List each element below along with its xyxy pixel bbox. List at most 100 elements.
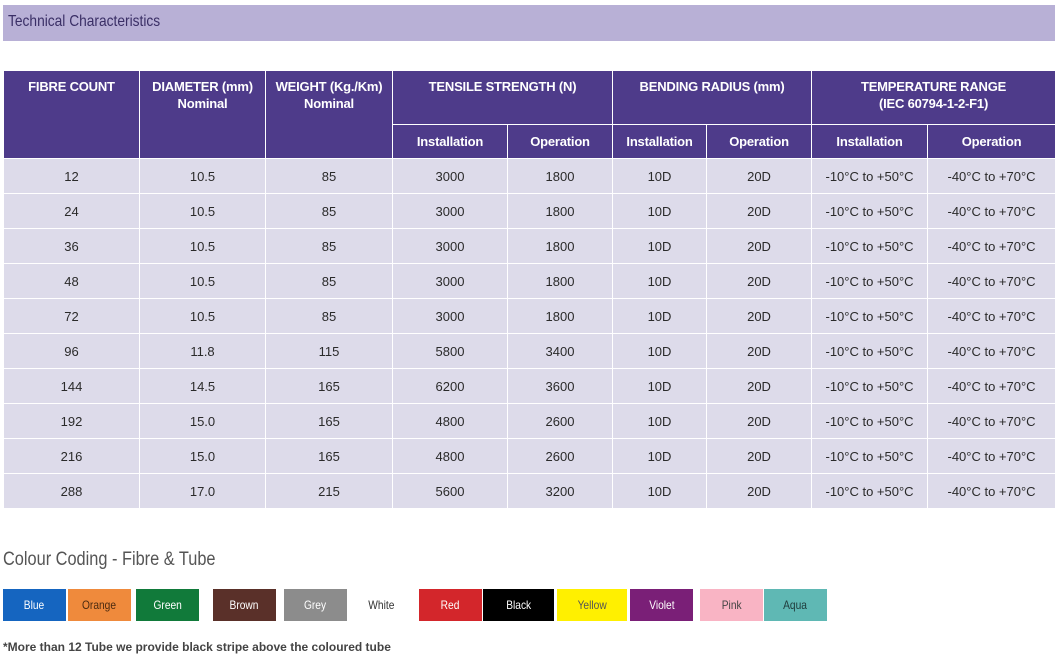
colour-swatch-pink: Pink bbox=[700, 589, 763, 621]
table-cell: 288 bbox=[3, 473, 140, 509]
table-cell: 17.0 bbox=[139, 473, 266, 509]
footnote: *More than 12 Tube we provide black stri… bbox=[3, 640, 391, 654]
header-fibre-count: FIBRE COUNT bbox=[3, 70, 140, 159]
table-cell: 14.5 bbox=[139, 368, 266, 404]
table-row: 24 10.5 85 3000 1800 10D 20D -10°C to +50°C -40°… bbox=[3, 193, 1057, 229]
table-cell: -40°C to +70°C bbox=[927, 263, 1057, 299]
table-cell: -10°C to +50°C bbox=[811, 403, 929, 439]
table-cell: 10D bbox=[612, 263, 708, 299]
table-cell: 20D bbox=[706, 228, 813, 264]
table-cell: 165 bbox=[265, 368, 393, 404]
table-cell: 1800 bbox=[506, 298, 614, 334]
table-cell: 5600 bbox=[392, 473, 508, 509]
table-cell: 24 bbox=[3, 193, 140, 229]
table-cell: -40°C to +70°C bbox=[927, 438, 1057, 474]
table-cell: 215 bbox=[265, 473, 393, 509]
table-cell: 10D bbox=[612, 193, 708, 229]
table-cell: 115 bbox=[265, 333, 393, 369]
table-cell: 216 bbox=[3, 438, 140, 474]
table-cell: 85 bbox=[265, 158, 393, 194]
table-cell: 2600 bbox=[506, 438, 614, 474]
table-cell: 5800 bbox=[392, 333, 508, 369]
table-cell: 10.5 bbox=[139, 263, 266, 299]
header-tensile-installation: Installation bbox=[392, 124, 508, 159]
table-cell: 10D bbox=[612, 298, 708, 334]
table-cell: -40°C to +70°C bbox=[927, 368, 1057, 404]
header-temperature-range: TEMPERATURE RANGE (IEC 60794-1-2-F1) bbox=[811, 70, 1057, 125]
table-cell: -40°C to +70°C bbox=[927, 298, 1057, 334]
table-cell: 20D bbox=[706, 333, 813, 369]
table-cell: 48 bbox=[3, 263, 140, 299]
header-bending-radius: BENDING RADIUS (mm) bbox=[612, 70, 813, 125]
table-cell: 20D bbox=[706, 403, 813, 439]
table-cell: 3200 bbox=[506, 473, 614, 509]
table-cell: 11.8 bbox=[139, 333, 266, 369]
header-bending-installation: Installation bbox=[612, 124, 708, 159]
colour-swatch-label: Violet bbox=[648, 598, 675, 612]
table-cell: 20D bbox=[706, 263, 813, 299]
header-diameter: DIAMETER (mm) Nominal bbox=[139, 70, 266, 159]
colour-swatch-brown: Brown bbox=[213, 589, 276, 621]
table-cell: 15.0 bbox=[139, 403, 266, 439]
colour-swatch-red: Red bbox=[419, 589, 482, 621]
section-header-bar: Technical Characteristics bbox=[3, 5, 1055, 41]
table-row: 144 14.5 165 6200 3600 10D 20D -10°C to +50°C -4… bbox=[3, 368, 1057, 404]
table-cell: -10°C to +50°C bbox=[811, 438, 929, 474]
colour-swatch-black: Black bbox=[483, 589, 554, 621]
table-cell: 20D bbox=[706, 368, 813, 404]
table-cell: 165 bbox=[265, 438, 393, 474]
table-cell: -10°C to +50°C bbox=[811, 263, 929, 299]
table-cell: 165 bbox=[265, 403, 393, 439]
table-row: 96 11.8 115 5800 3400 10D 20D -10°C to +50°C -40… bbox=[3, 333, 1057, 369]
colour-swatch-label: Blue bbox=[24, 598, 45, 612]
table-cell: -40°C to +70°C bbox=[927, 158, 1057, 194]
table-cell: 10D bbox=[612, 158, 708, 194]
table-cell: 85 bbox=[265, 228, 393, 264]
table-cell: 10D bbox=[612, 228, 708, 264]
table-row: 72 10.5 85 3000 1800 10D 20D -10°C to +50°C -40°… bbox=[3, 298, 1057, 334]
header-temperature-operation: Operation bbox=[927, 124, 1057, 159]
header-tensile-strength: TENSILE STRENGTH (N) bbox=[391, 70, 614, 125]
table-cell: 15.0 bbox=[139, 438, 266, 474]
table-row: 48 10.5 85 3000 1800 10D 20D -10°C to +50°C -40°… bbox=[3, 263, 1057, 299]
table-cell: 10.5 bbox=[139, 298, 266, 334]
table-cell: -40°C to +70°C bbox=[927, 403, 1057, 439]
table-cell: 4800 bbox=[392, 438, 508, 474]
table-cell: -10°C to +50°C bbox=[811, 368, 929, 404]
table-cell: 10.5 bbox=[139, 193, 266, 229]
table-row: 192 15.0 165 4800 2600 10D 20D -10°C to +50°C -4… bbox=[3, 403, 1057, 439]
table-cell: 2600 bbox=[506, 403, 614, 439]
table-row: 216 15.0 165 4800 2600 10D 20D -10°C to +50°C -4… bbox=[3, 438, 1057, 474]
table-cell: 10D bbox=[612, 333, 708, 369]
table-cell: 192 bbox=[3, 403, 140, 439]
colour-swatch-orange: Orange bbox=[68, 589, 131, 621]
table-cell: -10°C to +50°C bbox=[811, 193, 929, 229]
table-cell: 1800 bbox=[506, 228, 614, 264]
table-cell: 3000 bbox=[392, 263, 508, 299]
table-row: 36 10.5 85 3000 1800 10D 20D -10°C to +50°C -40°… bbox=[3, 228, 1057, 264]
table-cell: 72 bbox=[3, 298, 140, 334]
table-cell: 20D bbox=[706, 193, 813, 229]
table-cell: 6200 bbox=[392, 368, 508, 404]
colour-swatch-yellow: Yellow bbox=[557, 589, 627, 621]
table-cell: -10°C to +50°C bbox=[811, 298, 929, 334]
table-cell: 1800 bbox=[506, 263, 614, 299]
table-cell: 10D bbox=[612, 438, 708, 474]
header-bending-operation: Operation bbox=[706, 124, 813, 159]
table-cell: 20D bbox=[706, 158, 813, 194]
table-cell: 3000 bbox=[392, 193, 508, 229]
table-cell: 20D bbox=[706, 298, 813, 334]
table-cell: 3000 bbox=[392, 158, 508, 194]
table-cell: 10D bbox=[612, 368, 708, 404]
colour-swatch-violet: Violet bbox=[630, 589, 693, 621]
table-cell: 36 bbox=[3, 228, 140, 264]
table-cell: -40°C to +70°C bbox=[927, 228, 1057, 264]
table-cell: 4800 bbox=[392, 403, 508, 439]
table-cell: 10.5 bbox=[139, 228, 266, 264]
colour-swatch-label: Orange bbox=[82, 598, 117, 612]
table-cell: 85 bbox=[265, 263, 393, 299]
colour-swatch-label: Red bbox=[441, 598, 460, 612]
table-cell: 10D bbox=[612, 473, 708, 509]
table-cell: 1800 bbox=[506, 158, 614, 194]
colour-swatch-grey: Grey bbox=[284, 589, 347, 621]
